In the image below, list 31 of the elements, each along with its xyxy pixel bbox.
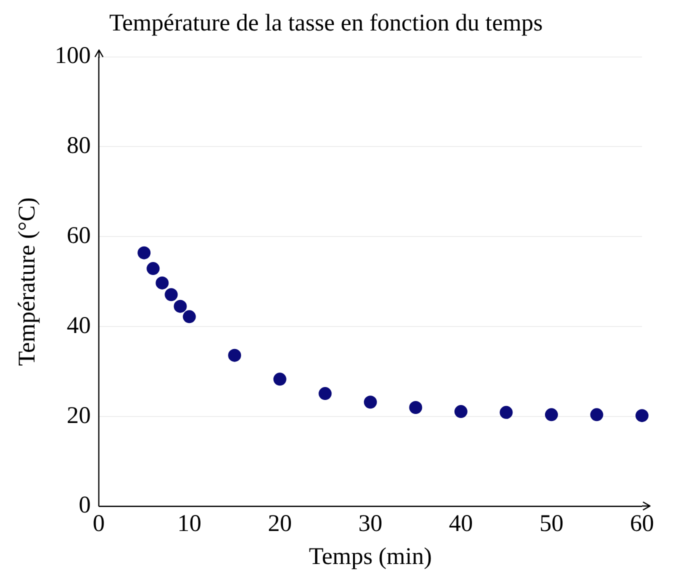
point: [364, 396, 377, 409]
x-tick-label: 50: [539, 511, 564, 538]
point: [146, 262, 160, 276]
point: [182, 310, 196, 324]
point: [409, 400, 422, 414]
y-tick-label: 80: [66, 133, 91, 160]
point: [164, 288, 178, 302]
x-tick-label: 40: [448, 511, 473, 538]
x-tick-label: 20: [268, 511, 292, 538]
point: [156, 276, 169, 290]
point: [318, 387, 332, 400]
point: [590, 408, 604, 422]
point: [636, 409, 648, 422]
y-tick-label: 0: [78, 492, 91, 519]
point: [174, 300, 187, 313]
point: [544, 408, 558, 422]
x-tick-label: 60: [630, 511, 654, 538]
y-tick-label: 40: [66, 312, 91, 339]
point: [454, 405, 468, 418]
chart-title: Température de la tasse en fonction du temps: [109, 10, 543, 37]
point: [138, 246, 151, 260]
x-tick-label: 30: [358, 511, 382, 538]
y-tick-label: 100: [54, 43, 91, 70]
y-tick-label: 20: [66, 402, 91, 429]
point: [273, 372, 286, 386]
x-tick-label: 10: [177, 511, 202, 538]
y-tick-label: 60: [66, 222, 91, 249]
point: [228, 348, 242, 362]
point: [500, 406, 513, 419]
y-axis-title: Température (°C): [14, 197, 41, 366]
x-axis-title: Temps (min): [308, 544, 432, 570]
